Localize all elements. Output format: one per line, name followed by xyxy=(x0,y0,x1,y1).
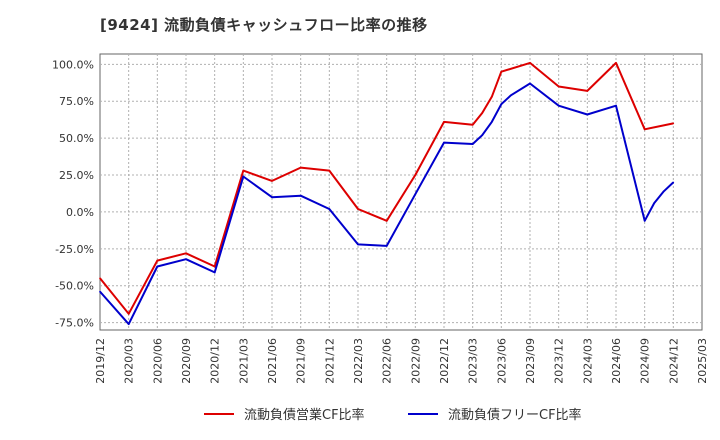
data-point xyxy=(643,128,646,131)
x-tick-label: 2023/03 xyxy=(467,338,480,384)
x-tick-label: 2022/09 xyxy=(409,338,422,384)
x-tick-label: 2022/12 xyxy=(438,338,451,384)
data-point xyxy=(156,265,159,268)
x-tick-label: 2022/03 xyxy=(352,338,365,384)
data-point xyxy=(672,122,675,125)
x-tick-label: 2023/09 xyxy=(524,338,537,384)
x-tick-label: 2024/03 xyxy=(581,338,594,384)
data-point xyxy=(357,243,359,246)
data-point xyxy=(471,143,474,145)
data-point xyxy=(615,62,617,64)
data-point xyxy=(490,121,493,123)
data-point xyxy=(328,169,331,172)
x-tick-label: 2021/09 xyxy=(295,338,308,384)
data-point xyxy=(242,169,245,172)
data-point xyxy=(529,62,531,64)
data-point xyxy=(271,196,273,198)
data-point xyxy=(414,174,417,176)
series-line-2 xyxy=(99,82,674,326)
y-tick-label: -75.0% xyxy=(55,317,94,330)
data-point xyxy=(357,208,359,210)
y-tick-label: -25.0% xyxy=(55,243,94,256)
y-tick-label: -50.0% xyxy=(55,280,94,293)
data-point xyxy=(481,112,484,114)
data-point xyxy=(557,104,560,107)
data-point xyxy=(299,194,302,197)
x-tick-label: 2021/03 xyxy=(237,338,250,384)
data-point xyxy=(490,96,493,98)
data-point xyxy=(127,312,130,315)
data-point xyxy=(662,190,665,193)
y-tick-label: 0.0% xyxy=(66,206,94,219)
x-tick-label: 2025/03 xyxy=(696,338,709,384)
data-point xyxy=(213,265,216,268)
x-tick-label: 2020/12 xyxy=(209,338,222,384)
data-point xyxy=(672,181,675,184)
data-point xyxy=(213,271,216,274)
data-point xyxy=(500,70,503,73)
x-tick-label: 2023/06 xyxy=(495,338,508,384)
data-point xyxy=(271,180,273,182)
data-point xyxy=(385,245,388,247)
plot-area xyxy=(99,53,703,331)
data-point xyxy=(557,85,560,88)
data-point xyxy=(643,219,646,222)
data-point xyxy=(414,193,417,196)
data-point xyxy=(443,121,445,123)
data-point xyxy=(510,94,512,97)
legend-label-1: 流動負債営業CF比率 xyxy=(244,407,365,423)
data-point xyxy=(615,104,617,107)
data-point xyxy=(242,175,245,178)
data-point xyxy=(99,290,101,293)
data-point xyxy=(99,277,101,280)
data-point xyxy=(156,259,159,262)
data-point xyxy=(481,134,484,136)
data-point xyxy=(185,252,187,255)
data-point xyxy=(653,202,656,204)
x-tick-label: 2023/12 xyxy=(553,338,566,384)
x-tick-label: 2024/12 xyxy=(667,338,680,384)
x-tick-label: 2019/12 xyxy=(94,338,107,384)
data-point xyxy=(586,113,589,116)
data-point xyxy=(127,323,130,325)
x-tick-label: 2021/12 xyxy=(323,338,336,384)
data-point xyxy=(385,219,388,222)
y-tick-label: 100.0% xyxy=(52,58,94,71)
legend-label-2: 流動負債フリーCF比率 xyxy=(448,407,582,423)
x-tick-label: 2020/03 xyxy=(123,338,136,384)
data-point xyxy=(586,90,589,92)
data-point xyxy=(443,141,445,144)
x-tick-label: 2021/06 xyxy=(266,338,279,384)
data-point xyxy=(471,124,474,126)
y-tick-label: 50.0% xyxy=(59,132,94,145)
y-tick-label: 75.0% xyxy=(59,95,94,108)
data-point xyxy=(299,166,302,169)
data-point xyxy=(529,82,531,85)
data-point xyxy=(185,258,187,260)
x-tick-label: 2020/06 xyxy=(151,338,164,384)
x-tick-label: 2020/09 xyxy=(180,338,193,384)
x-tick-label: 2024/06 xyxy=(610,338,623,384)
y-tick-label: 25.0% xyxy=(59,169,94,182)
x-tick-label: 2024/09 xyxy=(639,338,652,384)
chart-title: [9424] 流動負債キャッシュフロー比率の推移 xyxy=(100,16,428,34)
data-point xyxy=(500,103,503,105)
x-tick-label: 2022/06 xyxy=(381,338,394,384)
data-point xyxy=(328,208,331,210)
